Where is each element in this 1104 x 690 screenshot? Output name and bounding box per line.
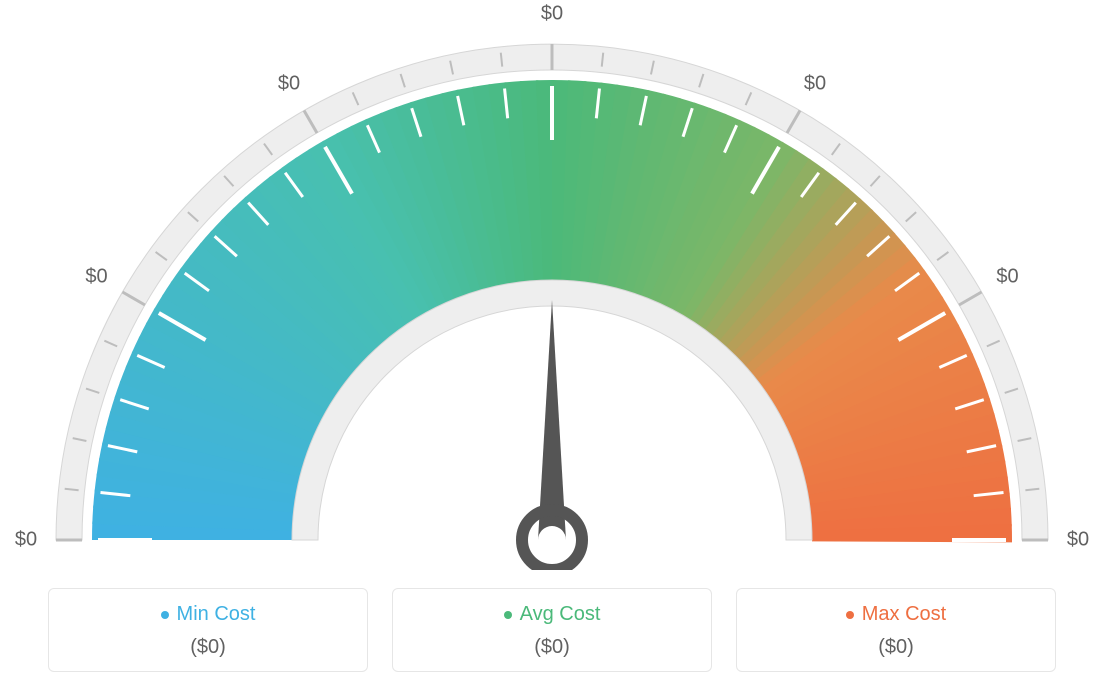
gauge-tick-label: $0 [278,73,300,96]
legend-dot-max [846,611,854,619]
gauge-chart: $0$0$0$0$0$0$0 [0,10,1104,570]
legend-label-min: Min Cost [177,603,256,626]
legend-row: Min Cost ($0) Avg Cost ($0) Max Cost ($0… [0,588,1104,672]
legend-dot-min [161,611,169,619]
legend-value-min: ($0) [59,636,357,659]
legend-value-avg: ($0) [403,636,701,659]
gauge-tick-label: $0 [804,73,826,96]
legend-card-avg: Avg Cost ($0) [392,588,712,672]
gauge-tick-label: $0 [1067,529,1089,552]
legend-title-max: Max Cost [846,603,946,626]
legend-title-min: Min Cost [161,603,256,626]
legend-card-max: Max Cost ($0) [736,588,1056,672]
gauge-tick-label: $0 [996,266,1018,289]
legend-dot-avg [504,611,512,619]
gauge-tick-label: $0 [15,529,37,552]
legend-value-max: ($0) [747,636,1045,659]
legend-card-min: Min Cost ($0) [48,588,368,672]
legend-title-avg: Avg Cost [504,603,601,626]
legend-label-avg: Avg Cost [520,603,601,626]
gauge-svg [0,10,1104,570]
gauge-tick-label: $0 [541,3,563,26]
gauge-tick-label: $0 [85,266,107,289]
legend-label-max: Max Cost [862,603,946,626]
